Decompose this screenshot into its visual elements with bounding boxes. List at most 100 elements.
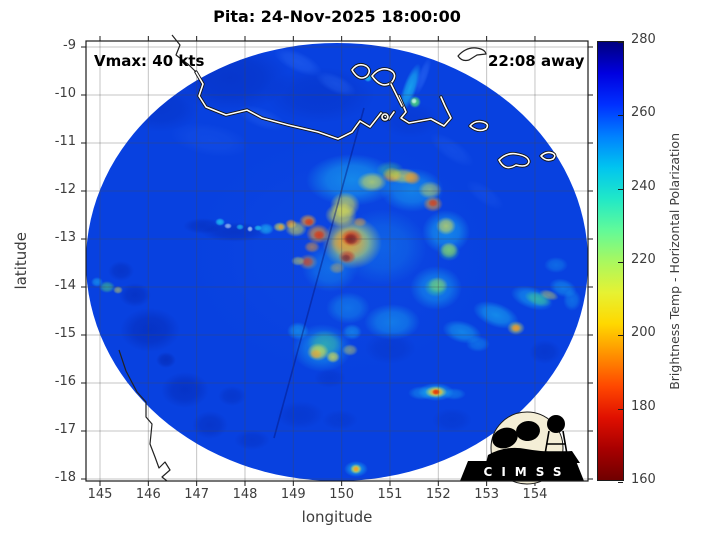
countdown-annotation: 22:08 away: [488, 52, 585, 70]
heat-blob: [274, 47, 322, 77]
x-tick-label: 149: [280, 487, 306, 502]
heat-blob: [511, 324, 521, 332]
x-tick-label: 145: [87, 487, 113, 502]
heat-blob: [170, 122, 250, 158]
heat-blob: [120, 308, 180, 352]
heat-blob: [119, 283, 151, 307]
heat-blob: [156, 352, 176, 368]
heat-blob: [353, 466, 359, 472]
x-tick-label: 146: [135, 487, 161, 502]
colorbar-tick-label: 200: [631, 325, 656, 341]
cimss-banner: [460, 461, 584, 481]
heat-blob: [398, 63, 422, 113]
heat-blob: [315, 71, 357, 97]
y-tick-label: -14: [54, 278, 76, 293]
colorbar-title: Brightness Temp - Horizontal Polarizatio…: [666, 132, 682, 390]
cimss-logo-ground: [486, 447, 580, 463]
axes-border: [85, 40, 589, 482]
y-tick-label: -18: [54, 470, 76, 485]
cimss-banner-text: CIMSS: [484, 465, 571, 479]
y-tick-label: -11: [54, 134, 76, 149]
y-axis-label-wrap: latitude: [8, 41, 34, 481]
coastline: [398, 95, 452, 127]
heat-blob: [322, 410, 358, 430]
heat-blob: [442, 388, 466, 400]
y-tick-label: -12: [54, 182, 76, 197]
x-tick-label: 151: [377, 487, 403, 502]
satellite-dish-icon: [516, 420, 540, 442]
y-tick-label: -9: [63, 38, 76, 53]
heat-blob: [190, 135, 490, 375]
satellite-dish-icon: [492, 427, 518, 449]
heat-blob: [429, 132, 475, 168]
colorbar-tick: [618, 262, 623, 263]
x-tick-label: 148: [232, 487, 258, 502]
heat-blob: [161, 372, 209, 408]
y-tick-label: -17: [54, 422, 76, 437]
heat-blob: [473, 301, 519, 329]
coastline: [381, 113, 389, 121]
heat-blob: [466, 180, 504, 210]
colorbar-tick: [618, 482, 623, 483]
coastline: [371, 68, 396, 86]
coastline-outside: [457, 47, 487, 62]
heat-blob: [432, 408, 472, 432]
heat-blob: [99, 281, 115, 293]
colorbar-tick: [618, 115, 623, 117]
y-tick-label: -15: [54, 326, 76, 341]
colorbar-tick-label: 240: [631, 178, 656, 194]
swath-layer: [86, 43, 588, 481]
heat-blob: [276, 401, 324, 429]
coastline: [469, 120, 489, 132]
colorbar: [597, 41, 624, 483]
heat-blob: [563, 289, 581, 311]
y-tick-label: -13: [54, 230, 76, 245]
heat-blob: [411, 98, 417, 104]
y-tick-label: -10: [54, 86, 76, 101]
colorbar-tick: [618, 335, 623, 337]
page-title: Pita: 24-Nov-2025 18:00:00: [213, 7, 461, 26]
heat-blob: [414, 57, 432, 95]
heat-blob: [108, 261, 134, 281]
x-axis-label: longitude: [301, 508, 373, 526]
heat-blob: [539, 289, 559, 301]
y-axis-label: latitude: [12, 232, 30, 290]
heat-blob: [218, 386, 246, 406]
x-tick-label: 152: [425, 487, 451, 502]
coastline: [390, 83, 403, 107]
swath-seam: [273, 107, 365, 439]
y-tick-label: -16: [54, 374, 76, 389]
colorbar-tick: [618, 42, 623, 43]
coastline-outside: [118, 349, 171, 482]
water-tower-icon: [547, 415, 565, 433]
coastline-layer: [118, 34, 557, 482]
heat-blob: [529, 340, 561, 364]
vmax-annotation: Vmax: 40 kts: [94, 52, 205, 70]
coastline: [540, 151, 556, 161]
heat-blob: [192, 411, 228, 439]
x-tick-label: 153: [474, 487, 500, 502]
coastline-outside: [171, 34, 197, 73]
colorbar-tick-label: 160: [631, 472, 656, 487]
heat-blob: [544, 257, 568, 273]
colorbar-tick-label: 280: [631, 32, 656, 47]
heat-blob: [466, 336, 490, 352]
x-tick-label: 147: [184, 487, 210, 502]
colorbar-tick-label: 220: [631, 252, 656, 267]
colorbar-title-wrap: Brightness Temp - Horizontal Polarizatio…: [662, 41, 686, 481]
x-tick-label: 154: [522, 487, 548, 502]
heat-blob: [234, 430, 270, 450]
colorbar-tick-label: 180: [631, 398, 656, 414]
heat-blob: [91, 277, 103, 287]
cimss-logo: CIMSS: [460, 411, 584, 485]
heat-blob: [432, 389, 440, 395]
colorbar-tick-label: 260: [631, 105, 656, 121]
coastline: [498, 152, 530, 169]
heat-blob: [113, 286, 123, 294]
colorbar-tick: [618, 188, 623, 190]
coastline: [195, 71, 395, 140]
x-tick-label: 150: [329, 487, 355, 502]
colorbar-tick: [618, 408, 623, 410]
